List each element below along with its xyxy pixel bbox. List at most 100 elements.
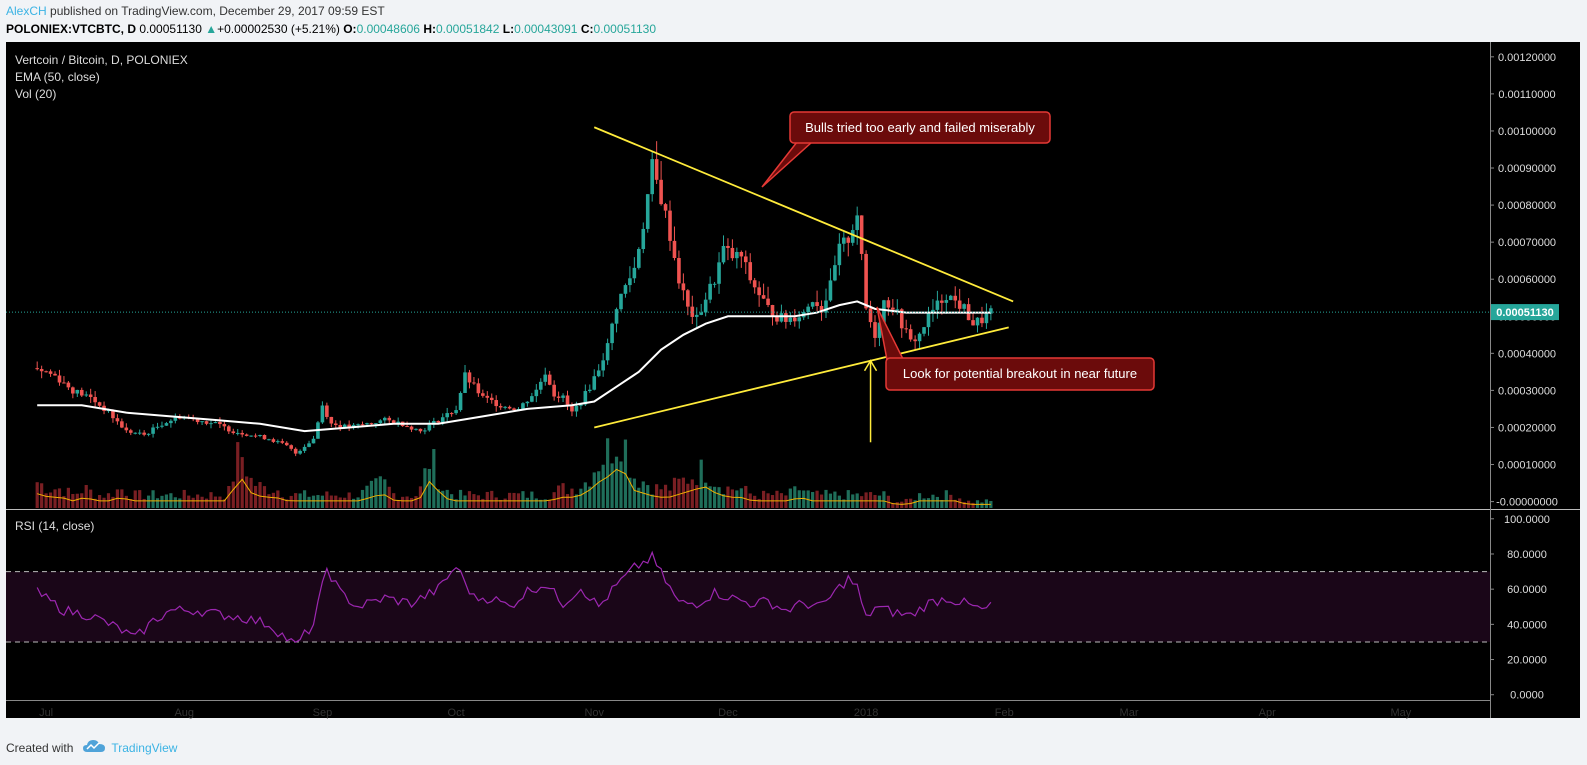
volume-bar bbox=[695, 485, 699, 508]
price-axis[interactable] bbox=[1490, 42, 1580, 718]
candle-body bbox=[770, 305, 775, 317]
candle-body bbox=[922, 327, 926, 334]
candle-body bbox=[797, 317, 802, 322]
volume-bar bbox=[494, 497, 498, 508]
candle-body bbox=[498, 406, 503, 408]
volume-bar bbox=[788, 488, 792, 508]
volume-bar bbox=[775, 490, 779, 508]
close-value: 0.00051130 bbox=[593, 22, 656, 36]
candle-body bbox=[512, 408, 516, 410]
candle-body bbox=[917, 333, 922, 342]
candle-body bbox=[427, 424, 432, 431]
volume-bar bbox=[949, 494, 953, 508]
publish-info: AlexCH published on TradingView.com, Dec… bbox=[6, 4, 385, 18]
volume-bar bbox=[240, 457, 244, 508]
volume-bar bbox=[80, 493, 84, 508]
candle-body bbox=[721, 245, 726, 263]
candle-body bbox=[458, 392, 463, 411]
volume-bar bbox=[753, 495, 757, 508]
rsi-tick-label: 100.0000 bbox=[1504, 514, 1550, 526]
time-tick-label: May bbox=[1390, 707, 1411, 719]
candle-body bbox=[111, 410, 115, 419]
rsi-line bbox=[36, 550, 992, 643]
candle-body bbox=[284, 442, 289, 446]
price-tick-label: 0.00010000 bbox=[1498, 460, 1556, 472]
time-tick-label: Oct bbox=[448, 707, 465, 719]
candle-body bbox=[307, 443, 311, 447]
rsi-tick-label: 0.0000 bbox=[1510, 690, 1544, 702]
volume-bar bbox=[311, 495, 316, 508]
candle-body bbox=[641, 228, 646, 250]
volume-bar bbox=[592, 472, 596, 508]
candle-body bbox=[436, 421, 441, 423]
callout-breakout-text: Look for potential breakout in near futu… bbox=[903, 366, 1137, 381]
support-trendline[interactable] bbox=[594, 326, 1009, 429]
volume-bar bbox=[213, 496, 218, 508]
candle-body bbox=[128, 430, 133, 433]
created-with-label: Created with bbox=[6, 740, 74, 755]
volume-bar bbox=[187, 495, 191, 508]
candle-body bbox=[338, 425, 343, 428]
tradingview-link[interactable]: TradingView bbox=[111, 740, 178, 755]
time-tick-label: Nov bbox=[584, 707, 604, 719]
change-arrow: ▲ bbox=[205, 22, 218, 36]
volume-bar bbox=[503, 498, 507, 508]
volume-bar bbox=[458, 489, 463, 508]
candle-body bbox=[645, 194, 650, 229]
volume-bar bbox=[610, 463, 614, 508]
candle-body bbox=[88, 394, 93, 398]
volume-bar bbox=[343, 497, 347, 508]
callout-breakout[interactable]: Look for potential breakout in near futu… bbox=[876, 306, 1155, 391]
candle-body bbox=[62, 382, 66, 384]
candle-body bbox=[864, 253, 868, 309]
candle-body bbox=[565, 395, 570, 405]
candle-body bbox=[926, 312, 931, 328]
candle-body bbox=[253, 435, 258, 437]
volume-bar bbox=[302, 490, 307, 508]
candle-body bbox=[494, 400, 499, 407]
candle-body bbox=[155, 426, 160, 428]
volume-bar bbox=[329, 495, 333, 508]
candle-body bbox=[382, 417, 387, 421]
candle-body bbox=[137, 432, 142, 434]
candle-body bbox=[904, 328, 909, 330]
volume-bar bbox=[953, 499, 957, 508]
candle-body bbox=[610, 323, 614, 344]
volume-bar bbox=[53, 489, 57, 508]
callout-bulls[interactable]: Bulls tried too early and failed miserab… bbox=[761, 111, 1051, 188]
volume-bar bbox=[891, 502, 895, 508]
candle-body bbox=[761, 295, 766, 299]
volume-bar bbox=[699, 459, 703, 508]
volume-bar bbox=[463, 495, 467, 508]
candle-body bbox=[712, 283, 717, 285]
volume-bar bbox=[815, 490, 819, 508]
volume-bar bbox=[481, 498, 485, 508]
candle-body bbox=[895, 309, 900, 311]
candle-body bbox=[507, 406, 512, 409]
candle-body bbox=[489, 397, 494, 401]
volume-bar bbox=[66, 487, 70, 508]
candle-body bbox=[975, 317, 980, 326]
resistance-trendline[interactable] bbox=[593, 126, 1014, 303]
volume-bar bbox=[320, 495, 325, 508]
price-tick-label: 0.00100000 bbox=[1498, 126, 1556, 138]
candle-body bbox=[743, 256, 748, 263]
candle-body bbox=[75, 389, 80, 394]
candle-body bbox=[940, 300, 944, 303]
volume-bar bbox=[218, 496, 222, 508]
volume-bar bbox=[873, 494, 877, 508]
volume-bar bbox=[619, 461, 623, 508]
volume-bar bbox=[632, 478, 636, 508]
volume-bar bbox=[267, 494, 271, 508]
candle-body bbox=[418, 428, 423, 432]
candle-body bbox=[614, 309, 619, 324]
volume-bar bbox=[142, 498, 146, 508]
volume-bar bbox=[668, 490, 672, 508]
candle-body bbox=[703, 299, 708, 313]
volume-bar bbox=[570, 488, 574, 508]
candle-body bbox=[962, 304, 966, 309]
author-link[interactable]: AlexCH bbox=[6, 4, 47, 18]
candle-body bbox=[908, 329, 913, 340]
candle-body bbox=[222, 424, 227, 427]
